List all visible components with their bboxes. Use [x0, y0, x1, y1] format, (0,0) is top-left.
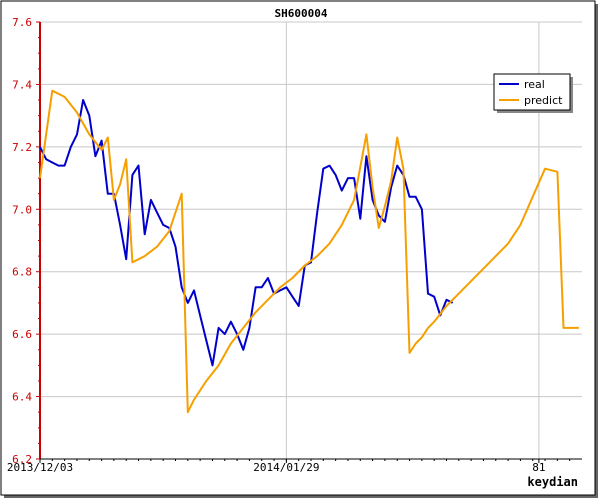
- series-lines: [39, 89, 579, 414]
- xtick-label: 2014/01/29: [253, 461, 319, 474]
- ytick-label: 7.6: [12, 16, 32, 29]
- series-line-predict: [39, 89, 579, 414]
- ytick-label: 7.2: [12, 141, 32, 154]
- xtick-label: 81: [532, 461, 545, 474]
- ytick-label: 6.6: [12, 328, 32, 341]
- legend: real predict: [493, 73, 573, 113]
- x-axis-label: keydian: [527, 475, 578, 489]
- axes: 6.2 6.4 6.6 6.8 7.0 7.2 7.4 7.6 2013/12/03 2014/0…: [7, 16, 582, 474]
- ytick-label: 6.2: [12, 453, 32, 466]
- ytick-label: 7.0: [12, 203, 32, 216]
- legend-box: [493, 73, 571, 111]
- ytick-label: 6.8: [12, 266, 32, 279]
- legend-label-predict: predict: [524, 94, 563, 107]
- xtick-label: 2013/12/03: [7, 461, 73, 474]
- ytick-label: 7.4: [12, 78, 32, 91]
- legend-label-real: real: [524, 78, 545, 91]
- chart-title: SH600004: [275, 7, 328, 20]
- series-line-real: [39, 99, 454, 367]
- ytick-label: 6.4: [12, 391, 32, 404]
